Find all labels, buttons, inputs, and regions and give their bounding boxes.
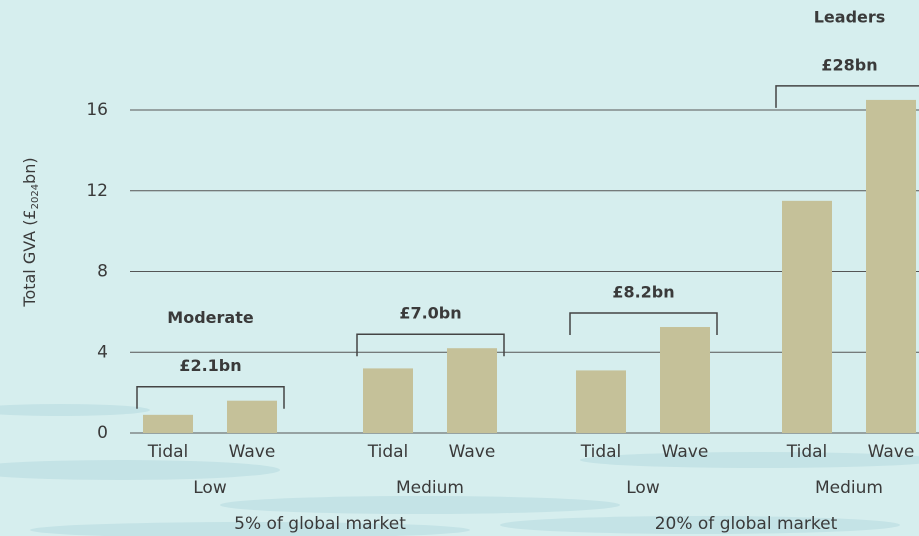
x-tick-label: Wave (229, 442, 276, 462)
x-tick-label: Tidal (580, 442, 622, 462)
subgroup-label: Low (193, 478, 227, 498)
bracket-label: £7.0bn (399, 304, 461, 323)
x-tick-label: Tidal (367, 442, 409, 462)
x-tick-label: Tidal (786, 442, 828, 462)
x-tick-label: Wave (662, 442, 709, 462)
subgroup-label: Low (626, 478, 660, 498)
y-axis-label: Total GVA (£2024bn) (20, 157, 42, 307)
y-tick-label: 4 (97, 342, 108, 362)
bar (866, 99, 916, 433)
bar (363, 368, 413, 433)
bar (576, 370, 626, 433)
bar (227, 400, 277, 433)
y-tick-label: 12 (86, 181, 108, 201)
bracket (136, 385, 285, 409)
y-tick-label: 0 (97, 423, 108, 443)
bracket (356, 333, 505, 357)
x-tick-label: Tidal (147, 442, 189, 462)
subgroup-label: Medium (815, 478, 883, 498)
bar (782, 200, 832, 433)
bracket-label: Moderate (167, 308, 254, 327)
bracket (569, 312, 718, 336)
x-tick-label: Wave (449, 442, 496, 462)
y-tick-label: 16 (86, 100, 108, 120)
bracket-label: Leaders (814, 7, 886, 26)
group-label: 20% of global market (655, 514, 838, 534)
bar (660, 327, 710, 433)
bar (143, 414, 193, 433)
waves (0, 404, 919, 536)
bracket-label: £2.1bn (179, 356, 241, 375)
bracket-label: £8.2bn (612, 283, 674, 302)
bar (447, 348, 497, 433)
y-tick-label: 8 (97, 262, 108, 282)
group-label: 5% of global market (234, 514, 406, 534)
bracket (775, 85, 919, 108)
x-tick-label: Wave (868, 442, 915, 462)
bracket-label: £28bn (821, 55, 877, 74)
subgroup-label: Medium (396, 478, 464, 498)
